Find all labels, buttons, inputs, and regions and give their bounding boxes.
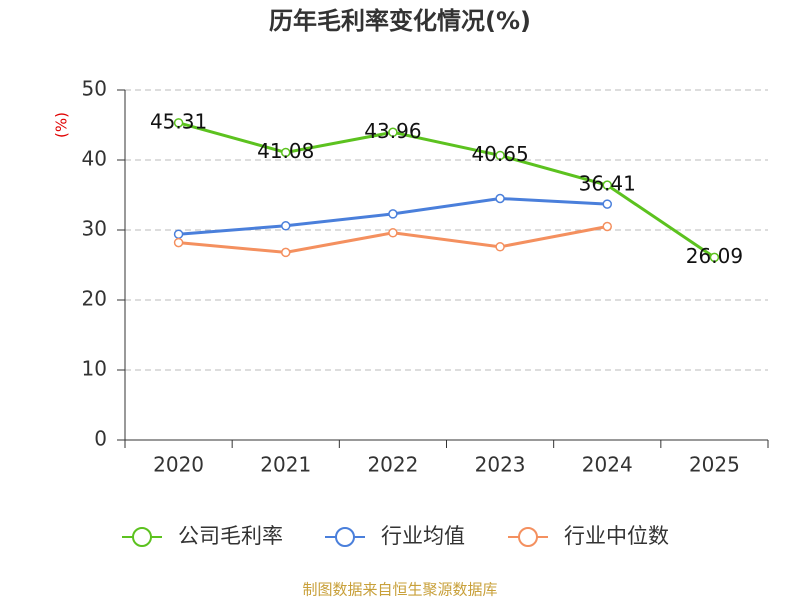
legend-marker — [335, 527, 355, 547]
data-point — [173, 118, 184, 128]
y-axis-label: (%) — [53, 112, 71, 138]
x-tick-label: 2024 — [582, 453, 633, 477]
data-label: 43.96 — [364, 119, 421, 143]
data-point — [388, 209, 398, 219]
chart-title: 历年毛利率变化情况(%) — [269, 7, 531, 35]
x-tick-label: 2020 — [153, 453, 204, 477]
legend-label: 行业均值 — [381, 524, 465, 548]
y-tick-label: 0 — [94, 427, 107, 451]
data-label: 45.31 — [150, 109, 207, 133]
data-point — [173, 229, 184, 239]
data-label: 26.09 — [686, 244, 743, 268]
data-point — [602, 221, 612, 232]
data-point — [495, 193, 505, 204]
legend-marker — [132, 527, 152, 547]
y-tick-label: 20 — [82, 287, 107, 311]
x-tick-label: 2021 — [260, 453, 311, 477]
y-tick-label: 10 — [82, 357, 107, 381]
legend-label: 行业中位数 — [564, 524, 669, 548]
data-point — [173, 237, 184, 248]
data-point — [602, 180, 612, 190]
data-point — [388, 228, 398, 238]
data-label: 40.65 — [471, 142, 528, 166]
series-line — [178, 121, 716, 259]
data-point — [281, 221, 291, 231]
source-note: 制图数据来自恒生聚源数据库 — [302, 581, 497, 599]
data-point — [495, 242, 505, 252]
legend-label: 公司毛利率 — [178, 524, 283, 548]
y-tick-label: 30 — [82, 217, 107, 241]
data-label: 41.08 — [257, 139, 314, 163]
data-point — [602, 199, 612, 209]
data-point — [388, 127, 398, 138]
legend-marker — [518, 527, 538, 547]
data-point — [281, 147, 291, 158]
x-tick-label: 2022 — [367, 453, 418, 477]
x-tick-label: 2025 — [689, 453, 740, 477]
data-point — [709, 252, 720, 263]
data-point — [281, 247, 291, 258]
y-tick-label: 40 — [82, 147, 107, 171]
data-point — [495, 150, 505, 161]
y-tick-label: 50 — [82, 77, 107, 101]
x-tick-label: 2023 — [475, 453, 526, 477]
data-label: 36.41 — [579, 172, 636, 196]
